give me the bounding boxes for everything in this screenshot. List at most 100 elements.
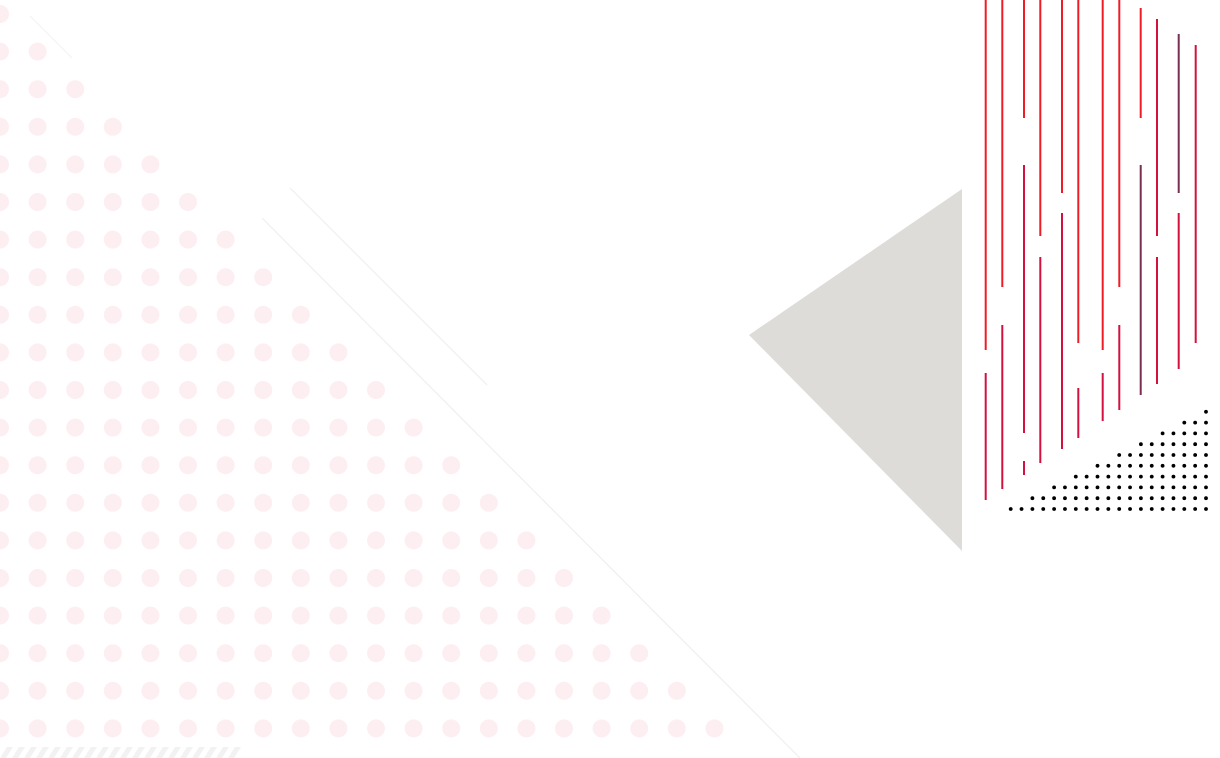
black-dot [1204,485,1208,490]
black-dot [1041,496,1046,501]
pink-dot [141,456,160,475]
stripe [156,747,169,758]
black-dot [1084,485,1089,490]
black-dot [1160,496,1165,501]
stripe [132,747,145,758]
pink-dot [141,155,160,174]
pink-dot [28,155,47,174]
black-dot [1149,442,1154,447]
pink-dot [442,531,461,550]
stripe [144,747,157,758]
pink-dot [216,531,235,550]
pink-dot [254,418,273,437]
pink-dot [254,681,273,700]
pink-dot [103,230,122,249]
black-dot [1160,463,1165,468]
pink-dot [329,531,348,550]
stripe [36,747,49,758]
pink-dot [0,644,9,663]
pink-dot [291,531,310,550]
pink-dot [254,606,273,625]
stripe [168,747,181,758]
pink-dot [28,193,47,211]
black-dot [1073,485,1078,490]
pink-dot [28,305,47,324]
pink-dot [66,193,85,211]
pink-dot [141,381,160,399]
black-dot [1171,442,1176,447]
pink-dot [329,681,348,700]
black-dot [1008,507,1013,511]
pink-dot [555,681,573,700]
pink-dot [329,456,348,475]
pink-dot [66,381,85,399]
black-dot [1160,485,1165,490]
pink-dot [254,644,273,663]
black-dot [1149,474,1154,479]
pink-dot [141,606,160,625]
pink-dot [404,681,423,700]
pink-dot [479,531,498,550]
black-dot [1106,485,1111,490]
pink-dot [141,268,160,287]
pink-dot [254,381,273,399]
pink-dot [329,569,348,587]
black-dot [1041,507,1046,511]
pink-dot [442,644,461,663]
pink-dot [103,456,122,475]
pink-dot [28,493,47,512]
pink-dot [141,569,160,587]
pink-dot [103,268,122,287]
pink-dot [0,230,9,249]
pink-dot [329,343,348,362]
stripe [24,747,37,758]
pink-dot [179,681,197,700]
gray-triangle [749,189,962,551]
pink-dot [479,493,498,512]
pink-dot [291,493,310,512]
pink-dot [103,531,122,550]
pink-dot [705,719,724,738]
black-dot [1171,485,1176,490]
pink-dot [0,155,9,174]
pink-dot [555,606,573,625]
pink-dot [517,569,536,587]
black-dot [1160,453,1165,457]
pink-dot [66,268,85,287]
pink-dot [66,230,85,249]
pink-dot [479,606,498,625]
stripe [180,747,193,758]
pink-dot [329,381,348,399]
pink-dot [179,381,197,399]
pink-dot [103,305,122,324]
pink-dot [630,681,649,700]
pink-dot [103,681,122,700]
pink-dot [103,193,122,211]
black-dot [1160,474,1165,479]
pink-dot [329,644,348,663]
black-dot [1073,496,1078,501]
black-dot [1128,463,1132,468]
pink-dot [404,606,423,625]
pink-dot [404,719,423,738]
black-dot [1149,453,1154,457]
black-dot [1160,431,1165,436]
pink-dot [141,230,160,249]
black-dot [1073,474,1078,479]
black-dot [1128,507,1132,511]
black-dot [1182,474,1187,479]
pink-dot [0,569,9,587]
pink-dot [28,268,47,287]
pink-dot [479,681,498,700]
pink-dot [179,193,197,211]
pink-dot [367,531,385,550]
black-dot [1139,485,1143,490]
faint-diagonal-line [261,217,801,758]
pink-dot [329,493,348,512]
black-dot [1106,463,1111,468]
pink-dot [555,644,573,663]
stripe [216,747,229,758]
pink-dot [141,343,160,362]
pink-dot [216,418,235,437]
pink-dot [0,531,9,550]
